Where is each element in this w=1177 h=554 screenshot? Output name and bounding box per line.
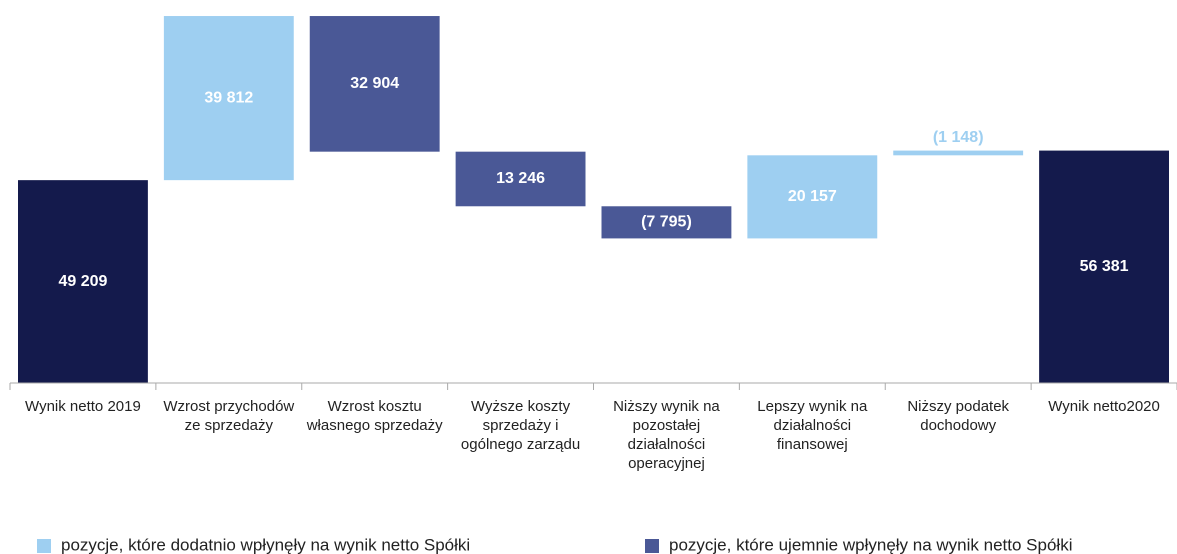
value-label: (1 148) bbox=[933, 129, 984, 146]
x-tick-label: Wzrost kosztu własnego sprzedaży bbox=[306, 398, 443, 434]
x-tick-label: Lepszy wynik na działalności finansowej bbox=[757, 398, 868, 453]
bar bbox=[601, 206, 732, 239]
x-tick-label: Niższy podatek dochodowy bbox=[907, 398, 1010, 434]
value-label: (7 795) bbox=[641, 214, 692, 231]
x-tick-label: Niższy wynik na pozostałej działalności … bbox=[613, 398, 720, 472]
value-label: 49 209 bbox=[58, 273, 107, 290]
legend-label: pozycje, które ujemnie wpłynęły na wynik… bbox=[669, 535, 1072, 554]
bar bbox=[163, 16, 294, 181]
legend-swatch bbox=[645, 539, 659, 553]
value-label: 39 812 bbox=[204, 89, 253, 106]
bar bbox=[309, 16, 440, 152]
legend-label: pozycje, które dodatnio wpłynęły na wyni… bbox=[61, 535, 470, 554]
bar bbox=[747, 155, 878, 239]
x-tick-label: Wyższe koszty sprzedaży i ogólnego zarzą… bbox=[460, 398, 581, 453]
value-label: 56 381 bbox=[1080, 258, 1129, 275]
bar bbox=[18, 180, 148, 383]
x-tick-label: Wzrost przychodów ze sprzedaży bbox=[163, 398, 295, 434]
x-tick-label: Wynik netto2020 bbox=[1048, 398, 1160, 415]
bar bbox=[455, 151, 586, 207]
x-tick-label: Wynik netto 2019 bbox=[25, 398, 141, 415]
value-label: 13 246 bbox=[496, 170, 545, 187]
value-label: 20 157 bbox=[788, 188, 837, 205]
legend-swatch bbox=[37, 539, 51, 553]
bar bbox=[1039, 150, 1169, 383]
value-label: 32 904 bbox=[350, 75, 399, 92]
bar bbox=[893, 150, 1024, 156]
